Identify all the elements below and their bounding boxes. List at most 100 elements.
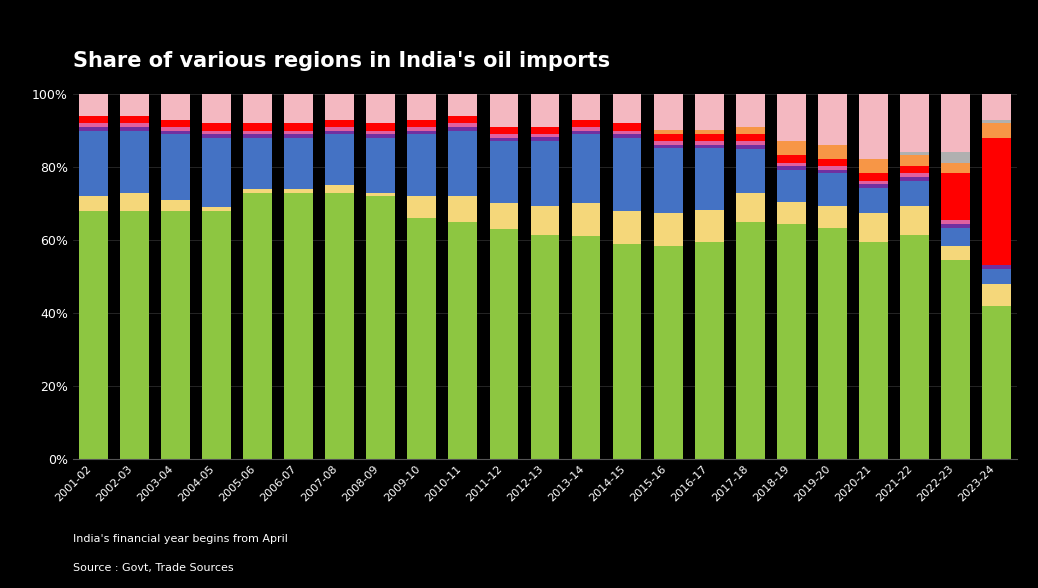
Bar: [654, 130, 683, 134]
Bar: [572, 94, 600, 119]
Bar: [694, 145, 723, 148]
Bar: [694, 242, 723, 459]
Bar: [982, 138, 1011, 265]
Bar: [530, 141, 559, 206]
Bar: [654, 148, 683, 213]
Bar: [243, 138, 272, 189]
Bar: [900, 173, 929, 177]
Bar: [818, 166, 847, 170]
Bar: [941, 94, 969, 152]
Bar: [161, 134, 190, 200]
Bar: [736, 145, 765, 149]
Bar: [859, 188, 887, 213]
Bar: [243, 189, 272, 192]
Bar: [736, 134, 765, 142]
Bar: [202, 207, 230, 211]
Bar: [900, 181, 929, 206]
Bar: [777, 202, 805, 224]
Bar: [284, 192, 312, 459]
Bar: [79, 94, 108, 116]
Bar: [572, 236, 600, 459]
Bar: [694, 134, 723, 141]
Bar: [612, 243, 641, 459]
Bar: [407, 218, 436, 459]
Bar: [694, 148, 723, 209]
Bar: [366, 134, 395, 138]
Bar: [900, 166, 929, 173]
Bar: [79, 211, 108, 459]
Bar: [161, 131, 190, 134]
Bar: [448, 123, 477, 127]
Bar: [736, 127, 765, 134]
Bar: [325, 131, 354, 134]
Bar: [202, 94, 230, 123]
Bar: [202, 138, 230, 207]
Bar: [612, 123, 641, 131]
Bar: [284, 189, 312, 192]
Bar: [859, 181, 887, 184]
Bar: [941, 246, 969, 260]
Bar: [120, 192, 148, 211]
Bar: [530, 126, 559, 134]
Bar: [366, 123, 395, 131]
Bar: [982, 94, 1011, 119]
Bar: [859, 213, 887, 242]
Bar: [572, 203, 600, 236]
Bar: [448, 131, 477, 196]
Bar: [654, 246, 683, 459]
Bar: [654, 134, 683, 141]
Bar: [818, 145, 847, 159]
Bar: [120, 94, 148, 116]
Bar: [490, 142, 518, 203]
Bar: [900, 155, 929, 166]
Bar: [736, 94, 765, 127]
Bar: [120, 127, 148, 131]
Bar: [736, 222, 765, 459]
Text: Source : Govt, Trade Sources: Source : Govt, Trade Sources: [73, 563, 234, 573]
Bar: [900, 177, 929, 181]
Bar: [407, 196, 436, 218]
Bar: [490, 94, 518, 127]
Bar: [572, 127, 600, 131]
Bar: [366, 94, 395, 123]
Bar: [900, 235, 929, 459]
Bar: [654, 94, 683, 130]
Bar: [325, 185, 354, 192]
Bar: [448, 127, 477, 131]
Bar: [366, 196, 395, 459]
Bar: [161, 200, 190, 211]
Bar: [243, 134, 272, 138]
Bar: [366, 138, 395, 192]
Bar: [407, 127, 436, 131]
Bar: [202, 211, 230, 459]
Text: India's financial year begins from April: India's financial year begins from April: [73, 534, 288, 544]
Bar: [612, 211, 641, 243]
Bar: [79, 123, 108, 127]
Text: Share of various regions in India's oil imports: Share of various regions in India's oil …: [73, 51, 609, 71]
Bar: [161, 119, 190, 127]
Bar: [694, 209, 723, 242]
Bar: [120, 131, 148, 192]
Bar: [161, 127, 190, 131]
Bar: [859, 173, 887, 181]
Bar: [612, 131, 641, 134]
Bar: [325, 192, 354, 459]
Bar: [818, 170, 847, 173]
Bar: [325, 134, 354, 185]
Bar: [941, 228, 969, 246]
Bar: [79, 116, 108, 123]
Bar: [654, 213, 683, 246]
Bar: [490, 229, 518, 459]
Bar: [859, 184, 887, 188]
Bar: [366, 192, 395, 196]
Bar: [530, 206, 559, 235]
Bar: [900, 152, 929, 155]
Bar: [161, 211, 190, 459]
Bar: [490, 203, 518, 229]
Bar: [818, 206, 847, 228]
Bar: [777, 141, 805, 155]
Bar: [284, 94, 312, 123]
Bar: [202, 123, 230, 131]
Bar: [243, 131, 272, 134]
Bar: [982, 265, 1011, 269]
